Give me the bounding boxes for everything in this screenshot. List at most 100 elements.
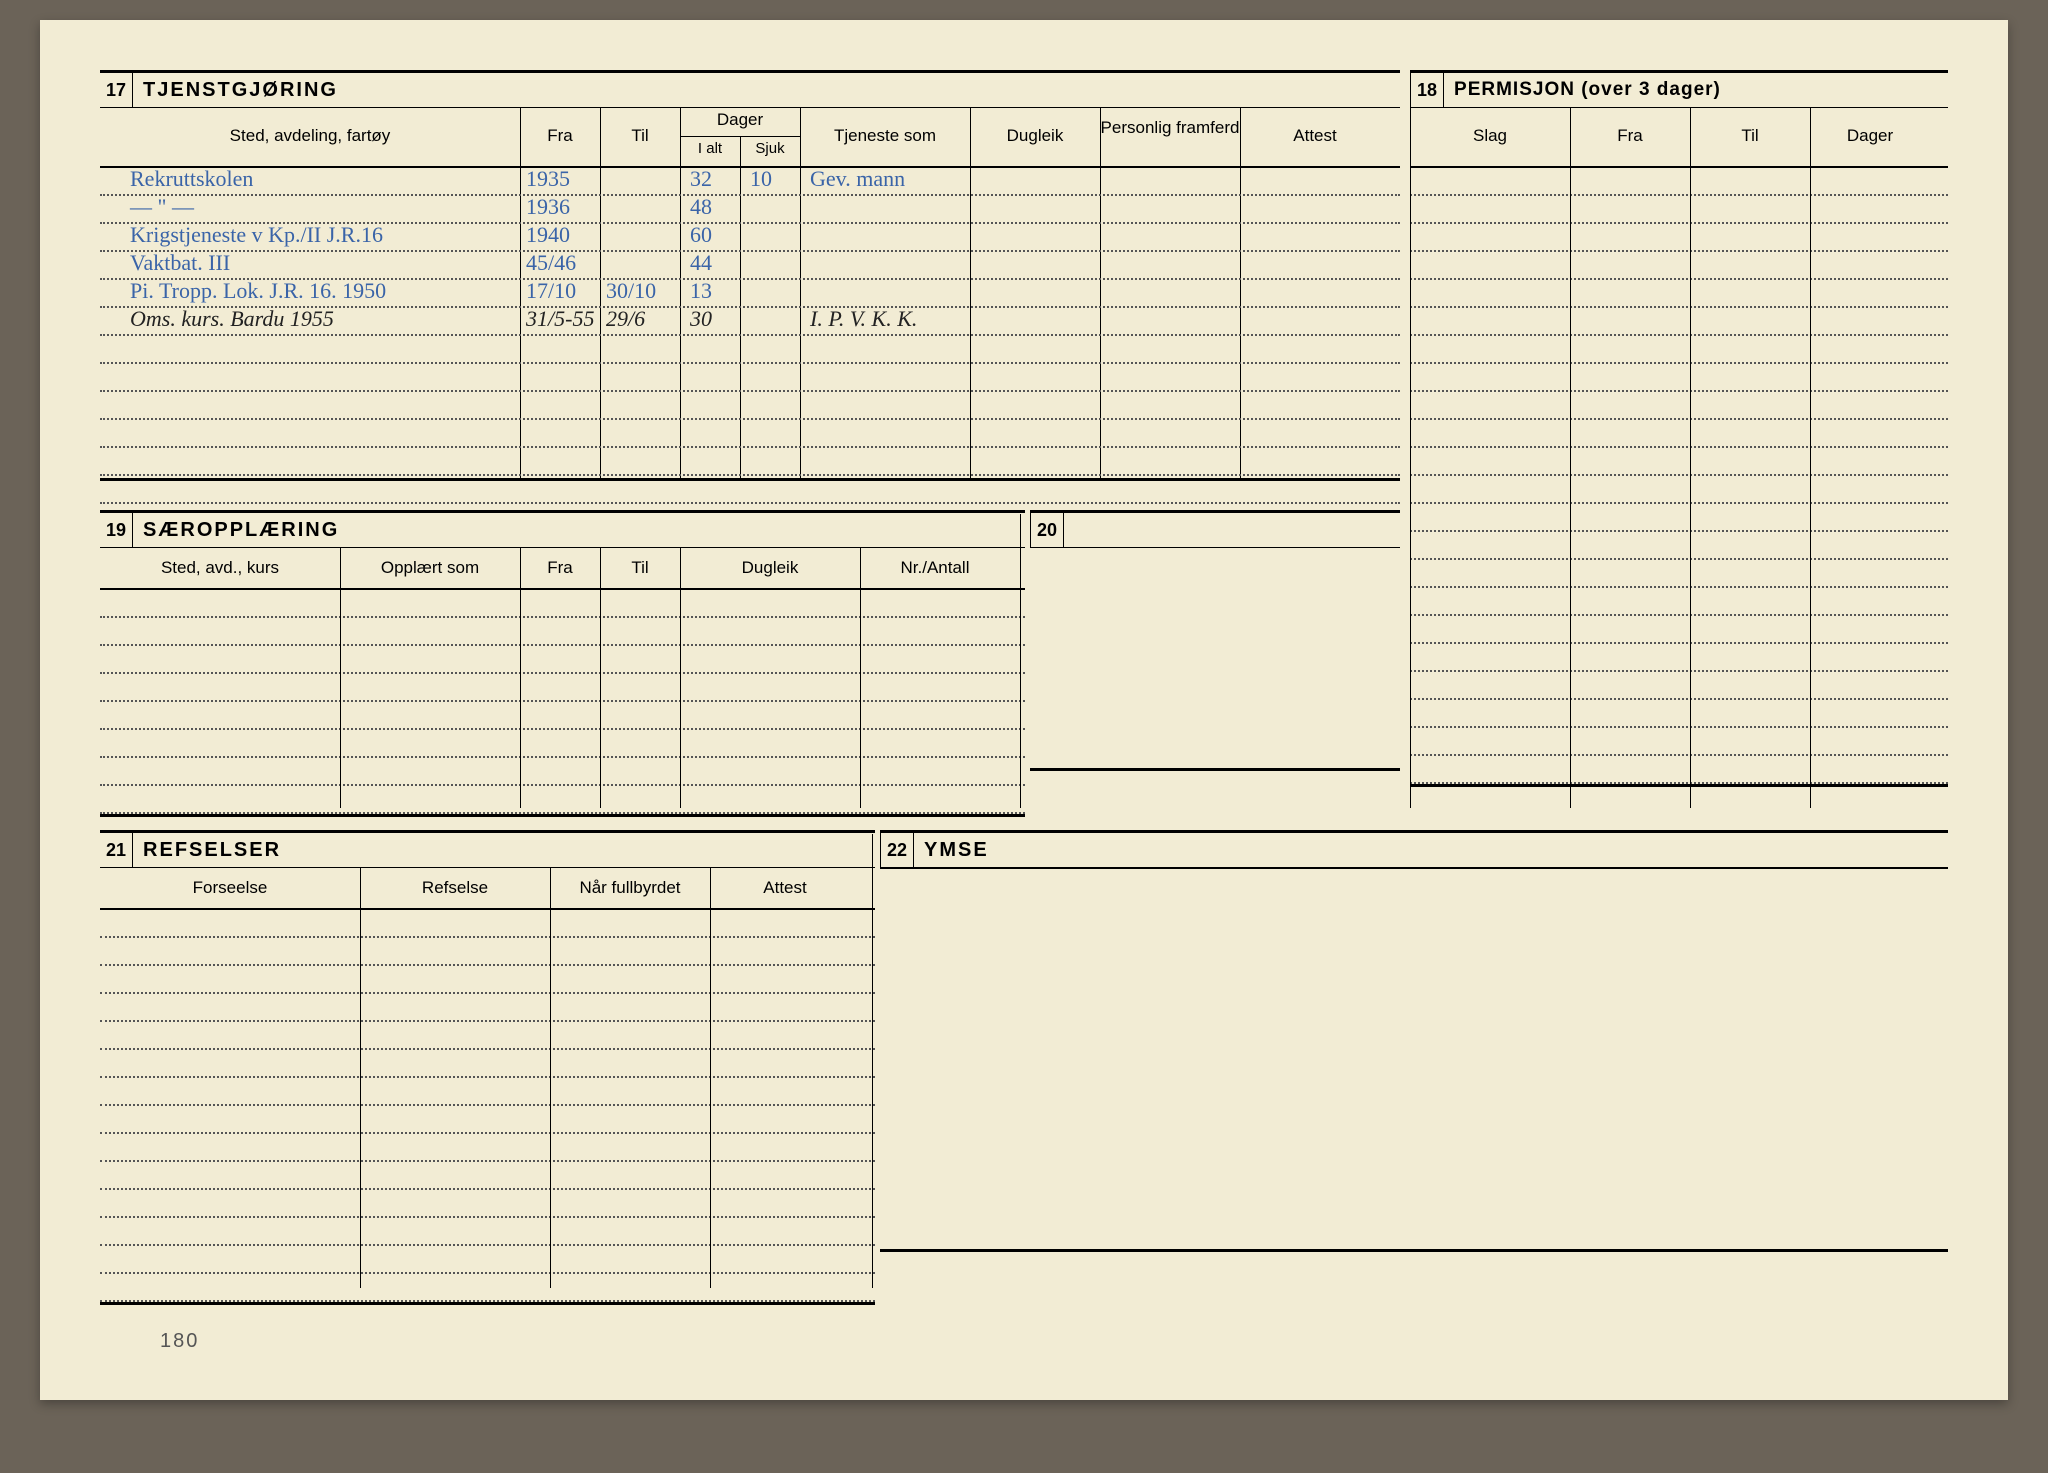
col-dugleik: Dugleik — [970, 126, 1101, 166]
footer-stamp: 180 — [160, 1330, 199, 1353]
handwritten-entry: Pi. Tropp. Lok. J.R. 16. 1950 — [130, 278, 520, 304]
table-row — [100, 938, 875, 966]
table-row — [1410, 700, 1948, 728]
col-sted: Sted, avdeling, fartøy — [100, 126, 521, 166]
table-row: Krigstjeneste v Kp./II J.R.161940 60 — [100, 224, 1400, 252]
handwritten-entry: 1940 — [526, 222, 596, 248]
col19-opp: Opplært som — [340, 558, 520, 578]
table-row — [100, 910, 875, 938]
table-row — [100, 1078, 875, 1106]
col-dager: Dager — [680, 110, 801, 137]
table-row — [1410, 308, 1948, 336]
table-row — [100, 1190, 875, 1218]
section-21-title: REFSELSER — [133, 839, 281, 862]
col-ialt: I alt — [680, 140, 741, 166]
table-row — [100, 448, 1400, 476]
table-row — [1410, 420, 1948, 448]
table-row — [100, 420, 1400, 448]
table-row: Pi. Tropp. Lok. J.R. 16. 195017/1030/101… — [100, 280, 1400, 308]
col19-fra: Fra — [520, 558, 600, 578]
table-row — [1410, 224, 1948, 252]
table-row — [1410, 168, 1948, 196]
section-21-number: 21 — [100, 836, 132, 865]
table-row — [1410, 392, 1948, 420]
handwritten-entry: Rekruttskolen — [130, 166, 520, 192]
table-row — [100, 364, 1400, 392]
section-20-rows — [1030, 548, 1400, 768]
table-row — [100, 1274, 875, 1302]
table-row — [100, 1022, 875, 1050]
table-row — [1410, 644, 1948, 672]
handwritten-entry: 30 — [690, 306, 740, 332]
section-17-title: TJENSTGJØRING — [133, 79, 338, 102]
col-til: Til — [600, 126, 681, 166]
record-card: 17 TJENSTGJØRING Sted, avdeling, fartøy … — [40, 20, 2008, 1400]
table-row — [100, 336, 1400, 364]
handwritten-entry: 45/46 — [526, 250, 596, 276]
table-row — [100, 1134, 875, 1162]
col19-til: Til — [600, 558, 680, 578]
col19-dug: Dugleik — [680, 558, 860, 578]
table-row: Vaktbat. III45/4644 — [100, 252, 1400, 280]
section-19-saeropplaering: 19 SÆROPPLÆRING Sted, avd., kurs Opplært… — [100, 510, 1025, 810]
table-row — [1410, 588, 1948, 616]
table-row — [100, 646, 1025, 674]
table-row — [100, 1246, 875, 1274]
section-18-permisjon: 18 PERMISJON (over 3 dager) Slag Fra Til… — [1410, 70, 1948, 805]
table-row — [1410, 672, 1948, 700]
handwritten-entry: 32 — [690, 166, 740, 192]
table-row — [1410, 504, 1948, 532]
table-row — [100, 702, 1025, 730]
table-row — [1410, 196, 1948, 224]
table-row — [100, 1050, 875, 1078]
table-row — [100, 1106, 875, 1134]
form-frame: 17 TJENSTGJØRING Sted, avdeling, fartøy … — [100, 70, 1948, 1310]
table-row — [1410, 728, 1948, 756]
handwritten-entry: 29/6 — [606, 306, 676, 332]
table-row — [100, 994, 875, 1022]
section-22-number: 22 — [881, 836, 913, 865]
table-row — [100, 392, 1400, 420]
table-row — [100, 966, 875, 994]
col-fra18: Fra — [1570, 126, 1691, 166]
col-sjuk: Sjuk — [740, 140, 801, 166]
col19-sted: Sted, avd., kurs — [100, 558, 340, 578]
handwritten-entry: 48 — [690, 194, 740, 220]
section-20: 20 — [1030, 510, 1400, 810]
col-dager18: Dager — [1810, 126, 1930, 166]
section-20-number: 20 — [1031, 516, 1063, 545]
handwritten-entry: Oms. kurs. Bardu 1955 — [130, 306, 520, 332]
section-21-rows — [100, 910, 875, 1302]
section-21-refselser: 21 REFSELSER Forseelse Refselse Når full… — [100, 830, 875, 1290]
table-row — [100, 1218, 875, 1246]
section-18-number: 18 — [1411, 76, 1443, 105]
table-row — [100, 786, 1025, 814]
col-tjeneste: Tjeneste som — [800, 126, 971, 166]
table-row — [1410, 560, 1948, 588]
table-row — [1410, 532, 1948, 560]
table-row — [1410, 252, 1948, 280]
handwritten-entry: 60 — [690, 222, 740, 248]
section-19-rows — [100, 590, 1025, 814]
section-22-rows — [880, 869, 1948, 1249]
section-19-number: 19 — [100, 516, 132, 545]
col21-nar: Når fullbyrdet — [550, 878, 710, 898]
handwritten-entry: 1935 — [526, 166, 596, 192]
handwritten-entry: 1936 — [526, 194, 596, 220]
table-row — [100, 758, 1025, 786]
table-row — [100, 590, 1025, 618]
table-row — [1410, 336, 1948, 364]
col21-att: Attest — [710, 878, 860, 898]
table-row — [100, 476, 1400, 504]
table-row — [1410, 756, 1948, 784]
section-18-rows — [1410, 168, 1948, 784]
handwritten-entry: — " — — [130, 194, 520, 220]
table-row: — " —1936 48 — [100, 196, 1400, 224]
handwritten-entry: 30/10 — [606, 278, 676, 304]
handwritten-entry: Krigstjeneste v Kp./II J.R.16 — [130, 222, 520, 248]
section-22-title: YMSE — [914, 839, 989, 862]
table-row — [1410, 616, 1948, 644]
col21-ref: Refselse — [360, 878, 550, 898]
section-19-title: SÆROPPLÆRING — [133, 519, 339, 542]
col-slag: Slag — [1410, 126, 1571, 166]
